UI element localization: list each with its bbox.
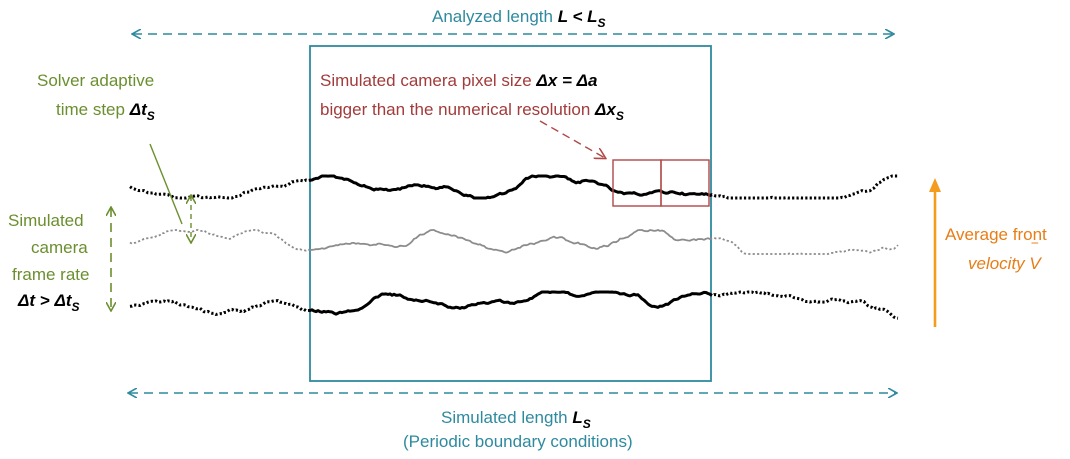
frame-rate-label-line3: frame rate (12, 265, 89, 284)
simulated-length-label-line2: (Periodic boundary conditions) (403, 432, 633, 451)
pixel-size-label-line1: Simulated camera pixel size Δx = Δa (320, 71, 598, 90)
front-lower-periodic-right (709, 290, 899, 320)
front-middle-periodic-right (709, 237, 899, 255)
front-lower-periodic-left (129, 299, 313, 316)
camera-pixel-box-left (612, 159, 662, 207)
frame-rate-label-line4: Δt > ΔtS (17, 291, 80, 314)
front-upper-analyzed (309, 174, 713, 200)
velocity-label-line1: Average front (945, 225, 1047, 244)
simulated-length-label-line1: Simulated length LS (441, 408, 591, 431)
analyzed-window-box (309, 45, 712, 382)
front-upper-periodic-left (129, 178, 313, 200)
camera-pixel-box-right (660, 159, 710, 207)
pixel-size-label-line2: bigger than the numerical resolution ΔxS (320, 100, 624, 123)
solver-label-line2: time step ΔtS (56, 100, 155, 123)
solver-pointer-line (149, 143, 183, 225)
front-lower-analyzed (309, 290, 713, 316)
fronts-group (129, 174, 899, 320)
velocity-bar-glyph: ‾ (1031, 241, 1039, 260)
analyzed-length-label: Analyzed length L < LS (432, 7, 606, 30)
solver-label-line1: Solver adaptive (37, 71, 154, 90)
frame-rate-label-line2: camera (31, 238, 88, 257)
frame-rate-label-line1: Simulated (8, 211, 84, 230)
velocity-label-line2: velocity V (968, 254, 1042, 273)
pixel-size-pointer-arrow (539, 120, 605, 158)
front-upper-periodic-right (709, 174, 898, 200)
front-middle-periodic-left (129, 229, 313, 252)
front-middle-analyzed (309, 229, 713, 254)
